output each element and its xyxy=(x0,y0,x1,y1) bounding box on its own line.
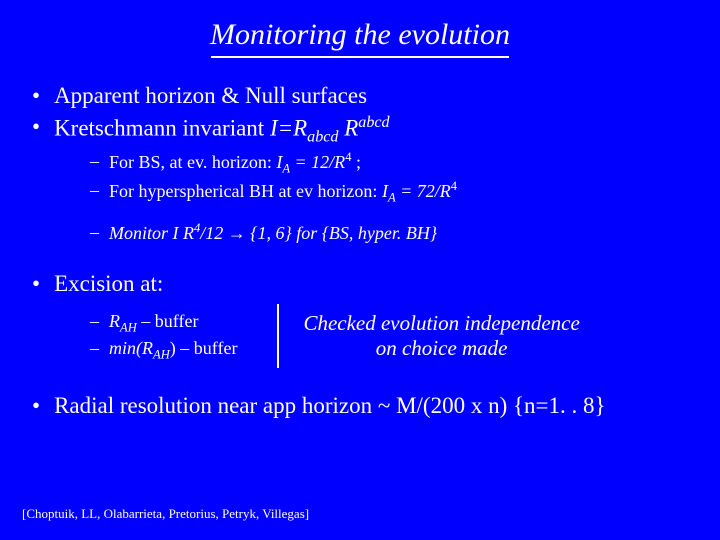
bullet-radial-resolution: • Radial resolution near app horizon ~ M… xyxy=(32,392,696,421)
sub-bullet-hyperspherical: – For hyperspherical BH at ev horizon: I… xyxy=(90,178,696,207)
text: Monitor I R4/12 → {1, 6} for {BS, hyper.… xyxy=(109,220,437,245)
bullet-text: Kretschmann invariant I=Rabcd Rabcd xyxy=(54,113,390,147)
note-line1: Checked evolution independence xyxy=(303,311,579,336)
sub-a: A xyxy=(388,190,396,204)
math-i-r: I=R xyxy=(270,115,307,140)
semi: ; xyxy=(351,152,361,172)
t: For hyperspherical BH at ev horizon: xyxy=(109,181,382,201)
sub-ah: AH xyxy=(120,320,137,334)
eq: = 72/R xyxy=(396,181,451,201)
bullet-dot: • xyxy=(32,270,40,299)
dash: – xyxy=(90,220,99,245)
t: Monitor I R xyxy=(109,223,194,243)
bullet-kretschmann: • Kretschmann invariant I=Rabcd Rabcd xyxy=(32,113,696,147)
note-line2: on choice made xyxy=(303,336,579,361)
excision-row: – RAH – buffer – min(RAH) – buffer Check… xyxy=(32,304,696,368)
sub-bullet-bs: – For BS, at ev. horizon: IA = 12/R4 ; xyxy=(90,149,696,178)
dash: – xyxy=(90,149,99,178)
bullet-text: Radial resolution near app horizon ~ M/(… xyxy=(54,392,605,421)
bullet-apparent-horizon: • Apparent horizon & Null surfaces xyxy=(32,82,696,111)
exp: 4 xyxy=(451,179,457,193)
minr: min(R xyxy=(109,338,153,358)
bullet-dot: • xyxy=(32,392,40,421)
text: RAH – buffer xyxy=(109,309,198,337)
text: min(RAH) – buffer xyxy=(109,336,237,364)
slide-content: • Apparent horizon & Null surfaces • Kre… xyxy=(0,82,720,421)
excision-options: – RAH – buffer – min(RAH) – buffer xyxy=(32,309,237,364)
sub-abcd: abcd xyxy=(307,128,338,145)
sub-a: A xyxy=(282,162,290,176)
excision-note: Checked evolution independence on choice… xyxy=(303,311,579,361)
sup-abcd: abcd xyxy=(358,114,389,131)
sub-bullet-min-rah: – min(RAH) – buffer xyxy=(90,336,237,364)
sub-bullet-monitor: – Monitor I R4/12 → {1, 6} for {BS, hype… xyxy=(90,220,696,245)
bullet-text: Excision at: xyxy=(54,270,163,299)
eq: = 12/R xyxy=(290,152,345,172)
vertical-divider xyxy=(277,304,279,368)
bullet-dot: • xyxy=(32,82,40,111)
dash: – xyxy=(90,336,99,364)
citation: [Choptuik, LL, Olabarrieta, Pretorius, P… xyxy=(22,506,309,522)
slide-title: Monitoring the evolution xyxy=(0,0,720,56)
dash: – xyxy=(90,178,99,207)
rest: /12 → {1, 6} for {BS, hyper. BH} xyxy=(200,223,437,243)
buf: ) – buffer xyxy=(170,338,238,358)
title-underline xyxy=(211,56,509,58)
bullet-dot: • xyxy=(32,113,40,147)
r: R xyxy=(109,311,120,331)
sub-ah: AH xyxy=(153,348,170,362)
text: For hyperspherical BH at ev horizon: IA … xyxy=(109,178,457,207)
bullet-text: Apparent horizon & Null surfaces xyxy=(54,82,367,111)
t: For BS, at ev. horizon: xyxy=(109,152,276,172)
dash: – xyxy=(90,309,99,337)
math-r: R xyxy=(338,115,358,140)
bullet-excision: • Excision at: xyxy=(32,270,696,299)
text: Kretschmann invariant xyxy=(54,115,270,140)
sub-bullet-rah: – RAH – buffer xyxy=(90,309,237,337)
text: For BS, at ev. horizon: IA = 12/R4 ; xyxy=(109,149,361,178)
buf: – buffer xyxy=(137,311,199,331)
